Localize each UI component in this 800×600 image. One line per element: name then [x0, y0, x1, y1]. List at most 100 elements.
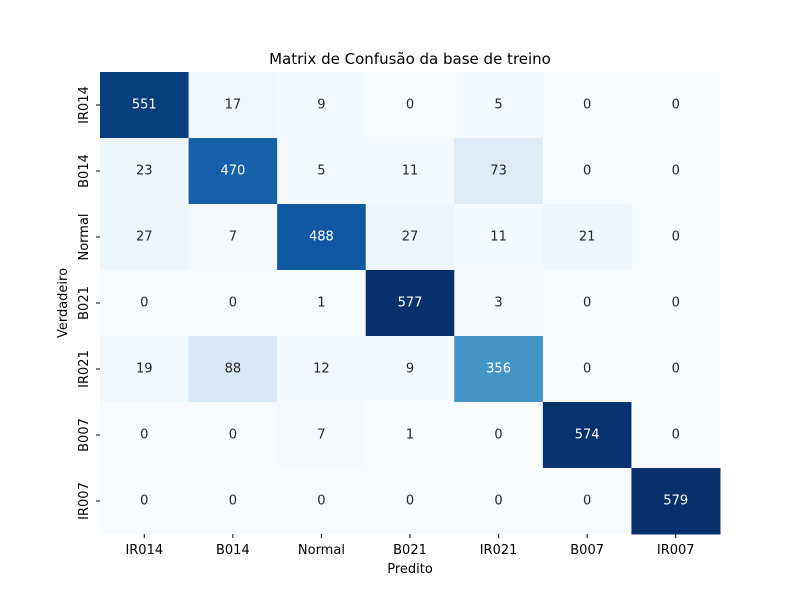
- heatmap-cell: [454, 72, 544, 139]
- cell-value-label: 579: [663, 494, 688, 509]
- heatmap-cell: [277, 468, 367, 535]
- cell-value-label: 0: [583, 98, 591, 113]
- cell-value-label: 0: [672, 428, 680, 443]
- cell-value-label: 12: [313, 362, 330, 377]
- heatmap-cell: [454, 336, 544, 403]
- cell-value-label: 0: [229, 494, 237, 509]
- cell-value-label: 11: [402, 164, 419, 179]
- cell-value-label: 73: [490, 164, 507, 179]
- x-tick-label: IR021: [480, 543, 518, 558]
- cell-value-label: 0: [317, 494, 325, 509]
- cell-value-label: 7: [317, 428, 325, 443]
- heatmap-cell: [277, 204, 367, 271]
- heatmap-cell: [454, 402, 544, 469]
- cell-value-label: 9: [317, 98, 325, 113]
- cell-value-label: 470: [220, 164, 245, 179]
- cell-value-label: 0: [494, 494, 502, 509]
- cell-value-label: 0: [406, 98, 414, 113]
- heatmap-cell: [454, 270, 544, 337]
- cell-value-label: 577: [398, 296, 423, 311]
- heatmap-cell: [277, 336, 367, 403]
- heatmap-cell: [542, 468, 632, 535]
- cell-value-label: 0: [494, 428, 502, 443]
- heatmap-cells: [100, 72, 721, 535]
- cell-value-label: 17: [225, 98, 242, 113]
- heatmap-cell: [631, 402, 721, 469]
- cell-value-label: 0: [229, 428, 237, 443]
- heatmap-cell: [542, 336, 632, 403]
- cell-value-label: 0: [406, 494, 414, 509]
- cell-value-label: 0: [672, 98, 680, 113]
- heatmap-cell: [100, 72, 190, 139]
- cell-value-label: 0: [140, 296, 148, 311]
- cell-value-label: 5: [494, 98, 502, 113]
- cell-value-label: 88: [225, 362, 242, 377]
- heatmap-cell: [188, 204, 278, 271]
- heatmap-cell: [631, 336, 721, 403]
- y-tick-label: B021: [77, 286, 92, 320]
- heatmap-cell: [277, 402, 367, 469]
- heatmap-cell: [542, 138, 632, 205]
- y-tick-label: Normal: [77, 213, 92, 260]
- heatmap-cell: [631, 270, 721, 337]
- cell-value-label: 3: [494, 296, 502, 311]
- x-tick-label: IR014: [125, 543, 163, 558]
- chart-title: Matrix de Confusão da base de treino: [269, 50, 551, 68]
- heatmap-cell: [100, 468, 190, 535]
- heatmap-cell: [454, 204, 544, 271]
- heatmap-cell: [277, 270, 367, 337]
- heatmap-cell: [188, 336, 278, 403]
- cell-value-label: 488: [309, 230, 334, 245]
- x-axis-ticks: IR014 B014 Normal B021 IR021 B007 IR007: [125, 534, 695, 558]
- heatmap-cell: [365, 204, 455, 271]
- cell-value-label: 27: [136, 230, 153, 245]
- x-tick-label: B021: [393, 543, 427, 558]
- heatmap-cell: [365, 336, 455, 403]
- heatmap-cell: [631, 72, 721, 139]
- heatmap-cell: [365, 72, 455, 139]
- cell-value-label: 0: [672, 362, 680, 377]
- y-axis-ticks: IR014 B014 Normal B021 IR021 B007 IR007: [77, 86, 100, 520]
- cell-value-label: 5: [317, 164, 325, 179]
- heatmap-cell: [365, 270, 455, 337]
- cell-value-label: 1: [406, 428, 414, 443]
- heatmap-cell: [277, 138, 367, 205]
- heatmap-cell: [100, 138, 190, 205]
- y-tick-label: IR014: [77, 86, 92, 124]
- cell-value-label: 1: [317, 296, 325, 311]
- cell-value-label: 27: [402, 230, 419, 245]
- heatmap-cell: [631, 138, 721, 205]
- x-tick-label: B007: [570, 543, 604, 558]
- cell-value-label: 0: [140, 494, 148, 509]
- cell-value-label: 356: [486, 362, 511, 377]
- heatmap-cell: [100, 336, 190, 403]
- x-tick-label: Normal: [298, 543, 345, 558]
- y-tick-label: IR007: [77, 482, 92, 520]
- heatmap-cell: [542, 72, 632, 139]
- heatmap-cell: [631, 204, 721, 271]
- heatmap-cell: [188, 270, 278, 337]
- heatmap-cell: [542, 204, 632, 271]
- cell-value-label: 0: [583, 494, 591, 509]
- heatmap-cell: [188, 72, 278, 139]
- cell-value-label: 574: [575, 428, 600, 443]
- heatmap-cell: [365, 468, 455, 535]
- cell-value-label: 0: [140, 428, 148, 443]
- heatmap-cell: [277, 72, 367, 139]
- x-axis-label: Predito: [387, 562, 433, 577]
- y-tick-label: B014: [77, 154, 92, 188]
- heatmap-cell: [365, 138, 455, 205]
- heatmap-cell: [631, 468, 721, 535]
- cell-value-label: 0: [229, 296, 237, 311]
- cell-value-label: 0: [672, 296, 680, 311]
- cell-value-label: 551: [132, 98, 157, 113]
- cell-value-label: 0: [583, 296, 591, 311]
- heatmap-cell: [188, 468, 278, 535]
- x-tick-label: B014: [216, 543, 250, 558]
- cell-value-label: 0: [672, 164, 680, 179]
- y-axis-label: Verdadeiro: [56, 268, 71, 338]
- heatmap-cell-labels: 551 17 9 0 5 0 023 470 5 11 73 0 027 7 488 27 11 21 00 0 1 57…: [132, 98, 688, 509]
- heatmap-cell: [454, 138, 544, 205]
- heatmap-cell: [100, 204, 190, 271]
